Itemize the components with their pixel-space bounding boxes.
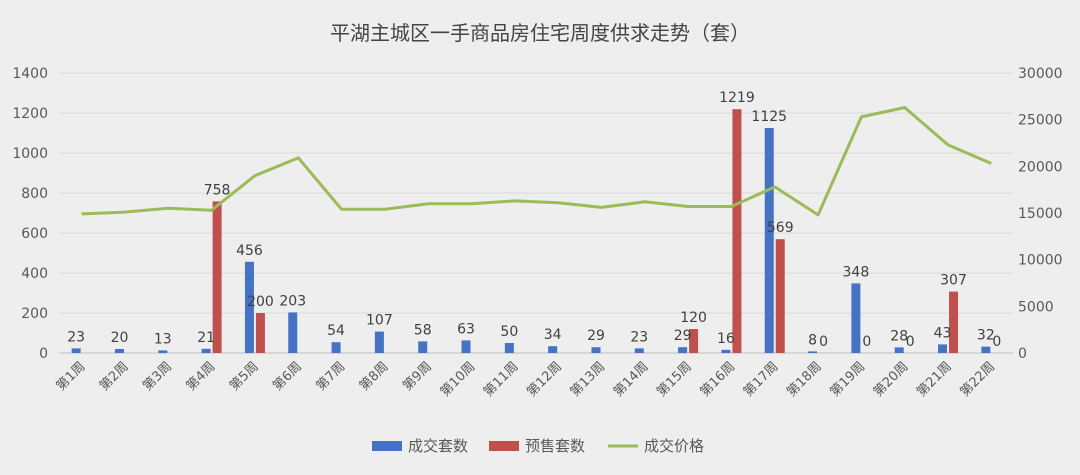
bar-成交套数 [504,343,514,353]
data-label-成交套数: 107 [366,313,393,329]
legend-label: 预售套数 [525,437,585,455]
legend-label: 成交套数 [408,437,468,455]
bars [71,109,991,353]
data-label-成交套数: 32 [977,328,995,344]
bar-成交套数 [678,347,688,353]
bar-成交套数 [634,348,644,353]
data-label-成交套数: 348 [843,264,870,280]
bar-成交套数 [244,261,254,353]
data-label-成交套数: 456 [236,243,263,259]
bar-成交套数 [331,342,341,353]
bar-成交套数 [114,349,124,353]
bar-成交套数 [764,128,774,353]
legend-label: 成交价格 [644,437,704,455]
bar-成交套数 [374,331,384,353]
data-label-成交套数: 203 [279,293,306,309]
line-成交价格 [81,106,992,217]
bar-成交套数 [548,346,558,353]
data-label-预售套数: 569 [767,220,794,236]
left-tick-label: 800 [21,186,48,202]
left-tick-label: 200 [21,306,48,322]
right-tick-label: 10000 [1018,253,1063,269]
bar-成交套数 [808,351,818,353]
data-label-成交套数: 63 [457,321,475,337]
bar-成交套数 [721,349,731,353]
right-tick-label: 30000 [1018,66,1063,82]
data-label-预售套数: 0 [819,334,828,350]
data-label-成交套数: 23 [67,329,85,345]
left-tick-label: 1400 [12,66,48,82]
data-label-成交套数: 13 [154,331,172,347]
data-label-成交套数: 28 [890,328,908,344]
data-label-成交套数: 29 [587,328,605,344]
legend: 成交套数 预售套数 成交价格 [372,437,704,455]
left-tick-label: 0 [39,346,48,362]
data-label-预售套数: 0 [906,334,915,350]
data-labels: 23 20 13 21 758 456 200 203 54 107 58 63 50 34 29 23 29 1… [67,90,1001,350]
bar-成交套数 [894,347,904,353]
data-label-预售套数: 120 [680,310,707,326]
data-label-成交套数: 23 [630,329,648,345]
left-tick-label: 400 [21,266,48,282]
data-label-成交套数: 29 [674,328,692,344]
bar-成交套数 [418,341,428,353]
bar-预售套数 [775,239,785,353]
right-tick-label: 15000 [1018,206,1063,222]
left-axis-ticks: 0 200 400 600 800 1000 1200 1400 [12,66,48,362]
bar-预售套数 [732,109,742,353]
bar-预售套数 [212,201,222,353]
data-label-预售套数: 0 [992,334,1001,350]
right-tick-label: 25000 [1018,113,1063,129]
bar-成交套数 [461,340,471,353]
data-label-成交套数: 8 [808,332,817,348]
data-label-预售套数: 1219 [719,90,755,106]
bar-成交套数 [851,283,861,353]
bar-成交套数 [591,347,601,353]
bar-成交套数 [981,346,991,353]
left-tick-label: 1200 [12,106,48,122]
left-tick-label: 600 [21,226,48,242]
bar-成交套数 [201,348,211,353]
right-tick-label: 20000 [1018,159,1063,175]
data-label-成交套数: 34 [544,327,562,343]
bar-成交套数 [288,312,298,353]
data-label-成交套数: 1125 [751,109,787,125]
legend-swatch [489,441,519,451]
bar-成交套数 [71,348,81,353]
data-label-成交套数: 50 [500,324,518,340]
data-label-成交套数: 54 [327,323,345,339]
data-label-成交套数: 16 [717,331,735,347]
bar-成交套数 [938,344,948,353]
data-label-成交套数: 58 [414,322,432,338]
data-label-成交套数: 20 [111,330,129,346]
bar-成交套数 [158,350,168,353]
right-tick-label: 5000 [1018,299,1054,315]
left-tick-label: 1000 [12,146,48,162]
data-label-预售套数: 307 [940,273,967,289]
right-axis-ticks: 0 5000 10000 15000 20000 25000 30000 [1018,66,1063,362]
bar-预售套数 [949,291,959,353]
data-label-预售套数: 200 [247,294,274,310]
right-tick-label: 0 [1018,346,1027,362]
price-line [81,106,992,217]
data-label-成交套数: 21 [197,330,215,346]
data-label-成交套数: 43 [934,325,952,341]
chart-title: 平湖主城区一手商品房住宅周度供求走势（套） [330,21,750,45]
bar-预售套数 [255,313,265,353]
data-label-预售套数: 0 [862,334,871,350]
legend-swatch [372,441,402,451]
data-label-预售套数: 758 [204,182,231,198]
bar-预售套数 [689,329,699,353]
